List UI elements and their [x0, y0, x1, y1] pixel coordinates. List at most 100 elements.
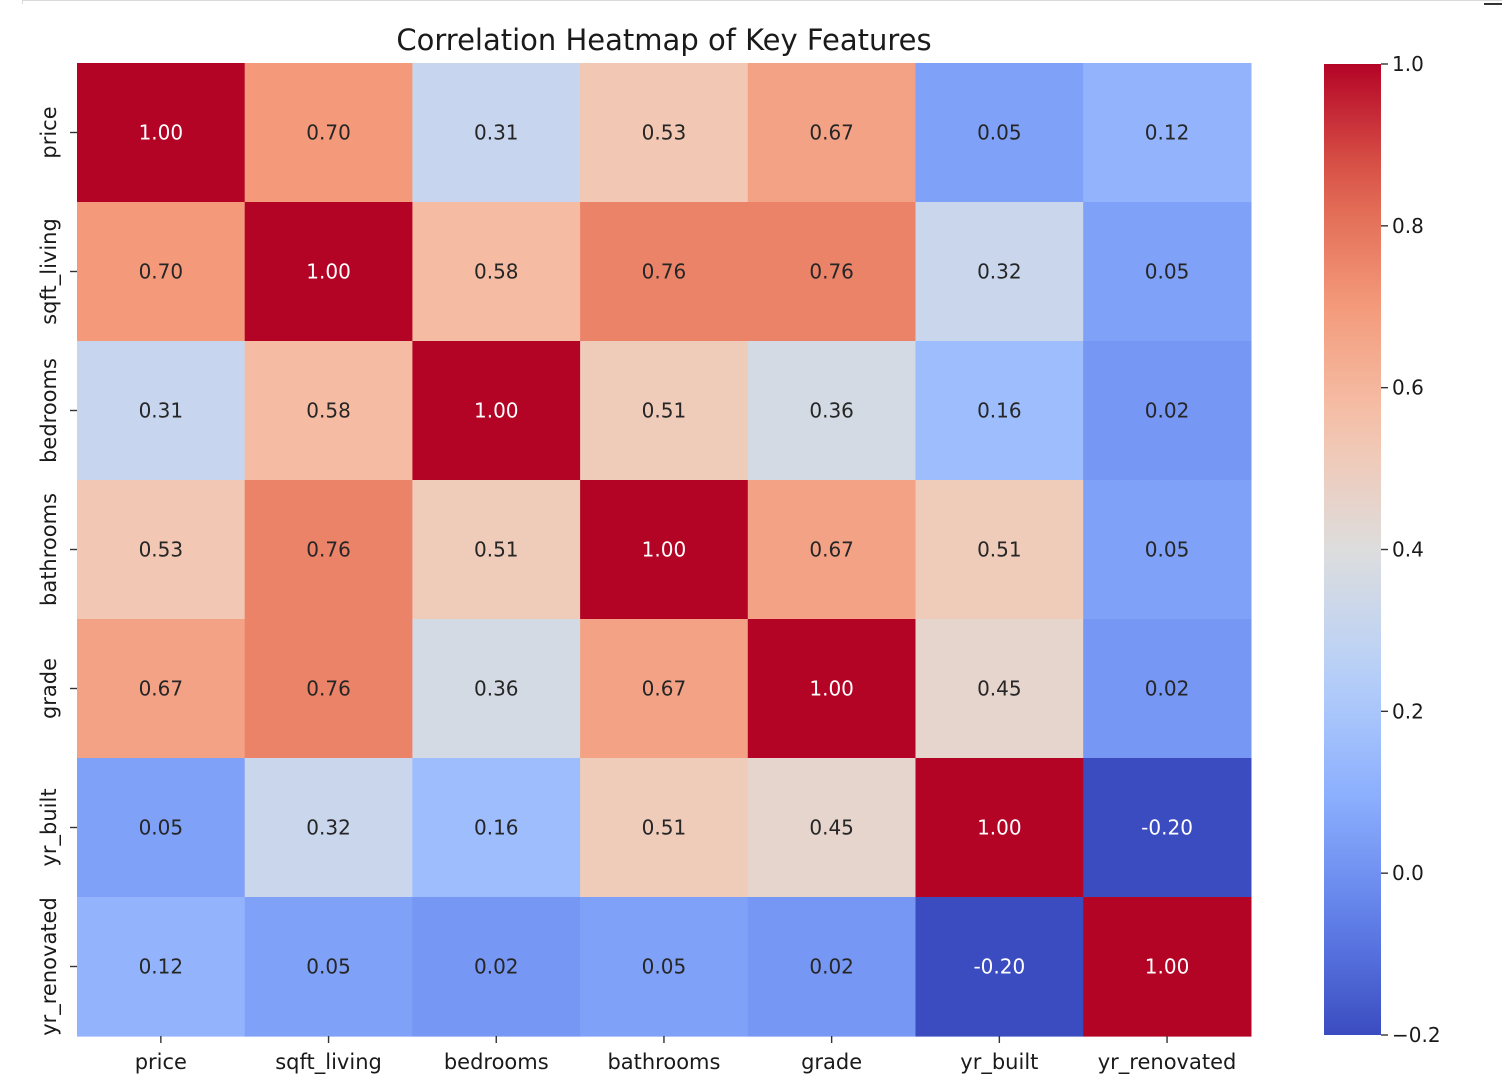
- heatmap-cell-3-2: [412, 480, 581, 620]
- heatmap-cell-5-1: [244, 758, 413, 898]
- cell-value-label-4-3: 0.67: [642, 677, 687, 701]
- x-tick-label-1: sqft_living: [275, 1050, 382, 1075]
- heatmap-cell-3-4: [747, 480, 917, 620]
- cell-value-label-0-6: 0.12: [1145, 121, 1190, 145]
- y-tick-label-0: price: [37, 106, 61, 158]
- cell-value-label-5-1: 0.32: [306, 816, 351, 840]
- cell-value-label-6-6: 1.00: [1145, 955, 1190, 979]
- heatmap-cell-0-0: [77, 63, 246, 203]
- colorbar-tick-label-3: 0.4: [1392, 538, 1424, 562]
- cell-value-label-0-0: 1.00: [139, 121, 184, 145]
- cell-value-label-3-4: 0.67: [809, 538, 854, 562]
- heatmap-cells: 1.00 0.70 0.31 0.53 0.67 0.05 0.12 0.70 1.00 0.58…: [77, 63, 1252, 1037]
- y-axis: price sqft_living bedrooms bathrooms grade yr…: [37, 106, 77, 1036]
- heatmap-cell-3-6: [1083, 480, 1252, 620]
- cell-value-label-6-2: 0.02: [474, 955, 519, 979]
- heatmap-cell-3-1: [244, 480, 413, 620]
- heatmap-cell-4-4: [747, 619, 917, 759]
- cell-value-label-0-4: 0.67: [809, 121, 854, 145]
- cell-value-label-5-2: 0.16: [474, 816, 519, 840]
- cell-value-label-6-5: -0.20: [973, 955, 1025, 979]
- colorbar-gradient: [1324, 64, 1381, 1035]
- cell-value-label-4-5: 0.45: [977, 677, 1022, 701]
- scroll-marker: [1484, 3, 1502, 5]
- cell-value-label-1-5: 0.32: [977, 260, 1022, 284]
- heatmap-cell-0-1: [244, 63, 413, 203]
- heatmap-cell-5-3: [580, 758, 749, 898]
- x-tick-label-0: price: [135, 1050, 187, 1074]
- heatmap-cell-6-3: [580, 897, 749, 1037]
- heatmap-cell-4-6: [1083, 619, 1252, 759]
- cell-value-label-4-1: 0.76: [306, 677, 351, 701]
- cell-value-label-0-1: 0.70: [306, 121, 351, 145]
- heatmap-cell-4-2: [412, 619, 581, 759]
- colorbar-tick-label-5: 0.8: [1392, 214, 1424, 238]
- y-tick-label-2: bedrooms: [37, 358, 61, 463]
- cell-value-label-1-3: 0.76: [642, 260, 687, 284]
- colorbar: −0.2 0.0 0.2 0.4 0.6 0.8 1.0: [1324, 52, 1441, 1047]
- heatmap-cell-2-3: [580, 341, 749, 481]
- x-tick-label-5: yr_built: [960, 1050, 1038, 1075]
- heatmap-cell-3-0: [77, 480, 246, 620]
- cell-value-label-3-3: 1.00: [642, 538, 687, 562]
- cell-value-label-0-3: 0.53: [642, 121, 687, 145]
- heatmap-cell-2-0: [77, 341, 246, 481]
- heatmap-cell-5-0: [77, 758, 246, 898]
- cell-value-label-2-1: 0.58: [306, 399, 351, 423]
- cell-value-label-1-4: 0.76: [809, 260, 854, 284]
- cell-value-label-2-6: 0.02: [1145, 399, 1190, 423]
- heatmap-cell-1-5: [915, 202, 1084, 342]
- cell-value-label-6-0: 0.12: [139, 955, 184, 979]
- y-tick-label-5: yr_built: [37, 788, 62, 866]
- heatmap-cell-3-5: [915, 480, 1084, 620]
- cell-value-label-6-4: 0.02: [809, 955, 854, 979]
- cell-value-label-1-2: 0.58: [474, 260, 519, 284]
- cell-value-label-2-0: 0.31: [139, 399, 184, 423]
- cell-value-label-2-3: 0.51: [642, 399, 687, 423]
- heatmap-cell-0-5: [915, 63, 1084, 203]
- cell-value-label-1-1: 1.00: [306, 260, 351, 284]
- heatmap-cell-4-3: [580, 619, 749, 759]
- heatmap-cell-1-0: [77, 202, 246, 342]
- heatmap-cell-1-4: [747, 202, 917, 342]
- colorbar-tick-label-6: 1.0: [1392, 52, 1424, 76]
- cell-value-label-5-5: 1.00: [977, 816, 1022, 840]
- heatmap-cell-1-3: [580, 202, 749, 342]
- cell-value-label-2-4: 0.36: [809, 399, 854, 423]
- cell-value-label-0-5: 0.05: [977, 121, 1022, 145]
- cell-value-label-5-3: 0.51: [642, 816, 687, 840]
- heatmap-cell-2-2: [412, 341, 581, 481]
- heatmap-cell-6-6: [1083, 897, 1252, 1037]
- cell-value-label-0-2: 0.31: [474, 121, 519, 145]
- cell-value-label-4-0: 0.67: [139, 677, 184, 701]
- colorbar-tick-label-4: 0.6: [1392, 376, 1424, 400]
- cell-value-label-4-6: 0.02: [1145, 677, 1190, 701]
- heatmap-cell-2-1: [244, 341, 413, 481]
- heatmap-cell-2-4: [747, 341, 917, 481]
- cell-value-label-4-4: 1.00: [809, 677, 854, 701]
- y-tick-label-6: yr_renovated: [37, 897, 62, 1036]
- heatmap-cell-4-1: [244, 619, 413, 759]
- heatmap-cell-0-6: [1083, 63, 1252, 203]
- cell-value-label-1-0: 0.70: [139, 260, 184, 284]
- heatmap-cell-6-5: [915, 897, 1084, 1037]
- heatmap-cell-1-6: [1083, 202, 1252, 342]
- heatmap-cell-4-0: [77, 619, 246, 759]
- colorbar-tick-label-2: 0.2: [1392, 699, 1424, 723]
- heatmap-cell-0-3: [580, 63, 749, 203]
- cell-value-label-6-1: 0.05: [306, 955, 351, 979]
- cell-value-label-3-1: 0.76: [306, 538, 351, 562]
- x-axis: price sqft_living bedrooms bathrooms grade yr…: [135, 1036, 1237, 1075]
- cell-value-label-3-5: 0.51: [977, 538, 1022, 562]
- heatmap-cell-0-2: [412, 63, 581, 203]
- heatmap-cell-2-5: [915, 341, 1084, 481]
- y-tick-label-3: bathrooms: [37, 493, 61, 606]
- y-tick-label-4: grade: [37, 658, 61, 719]
- heatmap-cell-1-2: [412, 202, 581, 342]
- heatmap-cell-5-4: [747, 758, 917, 898]
- x-tick-label-2: bedrooms: [444, 1050, 549, 1074]
- cell-value-label-4-2: 0.36: [474, 677, 519, 701]
- output-cell-border: [22, 0, 1502, 4]
- x-tick-label-6: yr_renovated: [1098, 1050, 1237, 1075]
